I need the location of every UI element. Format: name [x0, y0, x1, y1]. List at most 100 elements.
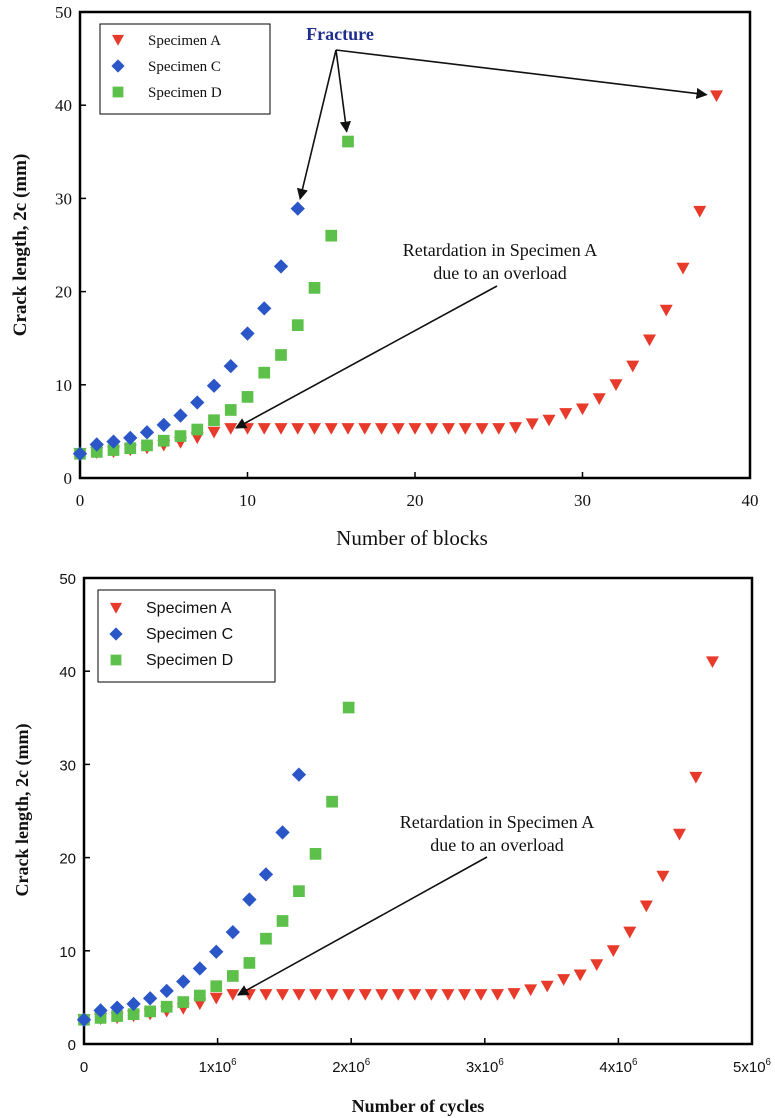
- data-point: [507, 988, 521, 1000]
- data-point: [209, 992, 223, 1005]
- legend-label: Specimen C: [146, 626, 233, 643]
- data-point: [124, 442, 137, 455]
- data-point: [490, 989, 504, 1001]
- legend-label: Specimen D: [146, 652, 233, 669]
- data-point: [474, 989, 488, 1001]
- data-point: [94, 1012, 107, 1024]
- legend-label: Specimen C: [148, 59, 221, 75]
- data-point: [672, 828, 686, 841]
- data-point: [290, 201, 305, 216]
- data-point: [358, 423, 372, 435]
- x-axis-label: Number of blocks: [336, 526, 488, 550]
- data-point: [259, 989, 273, 1001]
- data-point: [639, 900, 653, 913]
- y-tick-label: 20: [55, 283, 72, 302]
- data-point: [260, 932, 272, 945]
- data-point: [276, 989, 290, 1001]
- fracture-annotation: Fracture: [306, 24, 374, 44]
- data-point: [442, 423, 455, 435]
- series-specimen-d: [74, 135, 354, 460]
- retardation-arrow: [237, 856, 488, 996]
- retardation-annotation-line1: Retardation in Specimen A: [403, 240, 597, 260]
- data-point: [573, 969, 587, 982]
- data-point: [391, 989, 405, 1001]
- data-point: [358, 989, 372, 1001]
- data-point: [111, 1010, 123, 1022]
- legend: Specimen A Specimen C Specimen D: [97, 589, 276, 683]
- data-point: [592, 393, 606, 405]
- y-tick-label: 40: [55, 96, 72, 115]
- data-point: [273, 259, 289, 274]
- data-point: [309, 848, 322, 860]
- x-tick-label: 30: [574, 491, 591, 510]
- data-point: [576, 403, 589, 416]
- x-tick-label: 5x106: [733, 1057, 771, 1076]
- data-point: [623, 926, 637, 939]
- legend-marker: [112, 34, 124, 46]
- data-point: [342, 989, 356, 1001]
- data-point: [292, 989, 306, 1001]
- chart-blocks: 0 10 20 30 40 50 0 10 20 30 40 Number of blocks C…: [10, 3, 759, 550]
- data-point: [710, 90, 723, 103]
- legend-box: [99, 23, 271, 115]
- legend: Specimen A Specimen C Specimen D: [99, 23, 271, 115]
- y-tick-label: 50: [59, 571, 76, 588]
- data-point: [193, 989, 206, 1002]
- y-tick-label: 0: [64, 469, 73, 488]
- data-point: [142, 991, 158, 1006]
- legend-marker: [112, 86, 124, 98]
- data-point: [275, 349, 287, 361]
- data-point: [325, 989, 339, 1001]
- data-point: [557, 974, 571, 986]
- fracture-arrow: [335, 49, 708, 100]
- data-point: [590, 959, 604, 971]
- y-tick-label: 10: [59, 944, 76, 961]
- data-point: [159, 983, 174, 999]
- retardation-annotation-line2: due to an overload: [430, 835, 563, 855]
- data-point: [475, 423, 489, 435]
- data-point: [689, 771, 703, 784]
- data-point: [107, 444, 120, 456]
- data-point: [241, 391, 254, 403]
- x-tick-label: 0: [76, 491, 85, 510]
- data-point: [457, 989, 471, 1001]
- data-point: [656, 870, 670, 883]
- x-tick-label: 3x106: [466, 1057, 504, 1076]
- data-point: [424, 989, 438, 1001]
- data-point: [342, 135, 354, 148]
- data-point: [275, 825, 290, 840]
- data-point: [174, 430, 187, 442]
- data-point: [76, 1012, 92, 1027]
- data-point: [291, 319, 304, 332]
- data-point: [606, 945, 620, 957]
- series-specimen-c: [76, 767, 307, 1027]
- data-point: [391, 423, 405, 435]
- retardation-arrow: [235, 285, 498, 429]
- retardation-annotation-line2: due to an overload: [433, 263, 566, 283]
- data-point: [291, 423, 305, 435]
- data-point: [126, 996, 141, 1012]
- legend-marker: [109, 627, 123, 641]
- data-point: [509, 422, 522, 434]
- data-point: [425, 423, 439, 435]
- data-point: [326, 795, 338, 808]
- data-point: [293, 885, 305, 898]
- series-specimen-a: [73, 90, 723, 460]
- data-point: [308, 423, 321, 435]
- data-point: [224, 404, 237, 416]
- y-tick-label: 0: [68, 1037, 76, 1054]
- y-tick-label: 30: [55, 189, 72, 208]
- y-tick-label: 10: [55, 376, 72, 395]
- y-tick-label: 30: [59, 757, 76, 774]
- data-point: [144, 1005, 156, 1018]
- data-point: [177, 996, 190, 1008]
- data-point: [242, 892, 257, 907]
- chart-cycles: 0 10 20 30 40 50 0 1x106 2x106 3x106 4x106 5x106 N…: [12, 571, 771, 1116]
- data-point: [257, 301, 272, 316]
- data-point: [72, 446, 88, 461]
- legend-label: Specimen A: [146, 600, 232, 617]
- data-point: [109, 1000, 125, 1015]
- data-point: [258, 366, 271, 379]
- data-point: [192, 961, 207, 976]
- data-point: [309, 989, 323, 1001]
